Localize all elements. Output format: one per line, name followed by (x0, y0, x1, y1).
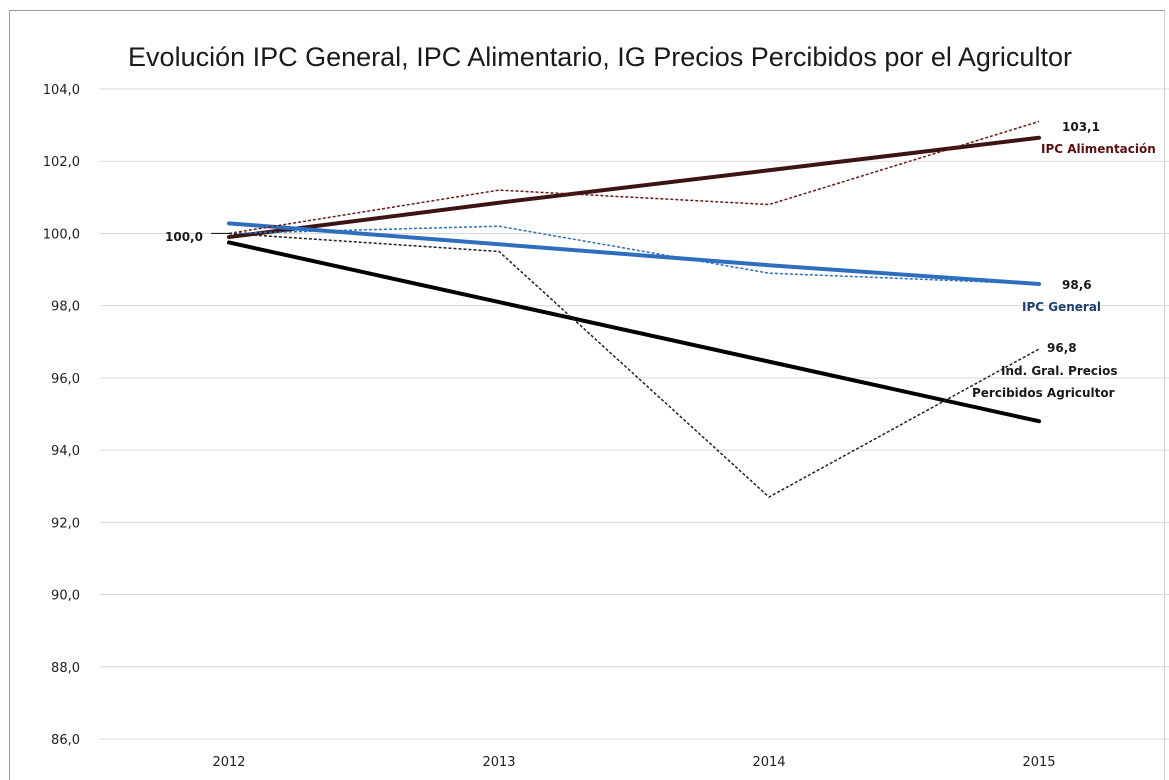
y-tick-label: 104,0 (43, 83, 80, 98)
y-tick-label: 102,0 (43, 155, 80, 170)
trend-line (227, 221, 1041, 286)
ipc-alimentacion-series-label: IPC Alimentación (1041, 142, 1156, 156)
ipc-general-series-label: IPC General (1022, 300, 1101, 314)
x-tick-label: 2015 (1022, 755, 1055, 770)
chart-frame (9, 10, 1165, 780)
x-axis-ticks: 2012 2013 2014 2015 (212, 755, 1055, 770)
y-tick-label: 98,0 (51, 300, 80, 315)
y-tick-label: 90,0 (51, 589, 80, 604)
trend-line (227, 240, 1041, 424)
grid-lines (100, 88, 1169, 740)
x-tick-label: 2013 (482, 755, 515, 770)
series-line (228, 225, 1040, 285)
chart-title: Evolución IPC General, IPC Alimentario, … (128, 42, 1072, 72)
x-tick-label: 2012 (212, 755, 245, 770)
agricultor-series-label-line2: Percibidos Agricultor (972, 386, 1115, 400)
y-tick-label: 100,0 (43, 227, 80, 242)
ipc-alimentacion-value-label: 103,1 (1062, 120, 1100, 134)
y-axis-ticks: 86,0 88,0 90,0 92,0 94,0 96,0 98,0 100,0 102,0 10… (43, 83, 80, 748)
y-tick-label: 94,0 (51, 444, 80, 459)
trend-lines (227, 135, 1041, 424)
series-line (228, 232, 1040, 498)
agricultor-value-label: 96,8 (1047, 341, 1077, 355)
trend-line (227, 135, 1041, 240)
series-line (228, 120, 1040, 235)
y-tick-label: 88,0 (51, 661, 80, 676)
agricultor-series-label-line1: Ind. Gral. Precios (1001, 364, 1118, 378)
y-tick-label: 92,0 (51, 516, 80, 531)
x-tick-label: 2014 (752, 755, 785, 770)
start-value-label: 100,0 (165, 230, 203, 244)
y-tick-label: 86,0 (51, 733, 80, 748)
series-lines (211, 120, 1040, 498)
y-tick-label: 96,0 (51, 372, 80, 387)
ipc-general-value-label: 98,6 (1062, 278, 1092, 292)
